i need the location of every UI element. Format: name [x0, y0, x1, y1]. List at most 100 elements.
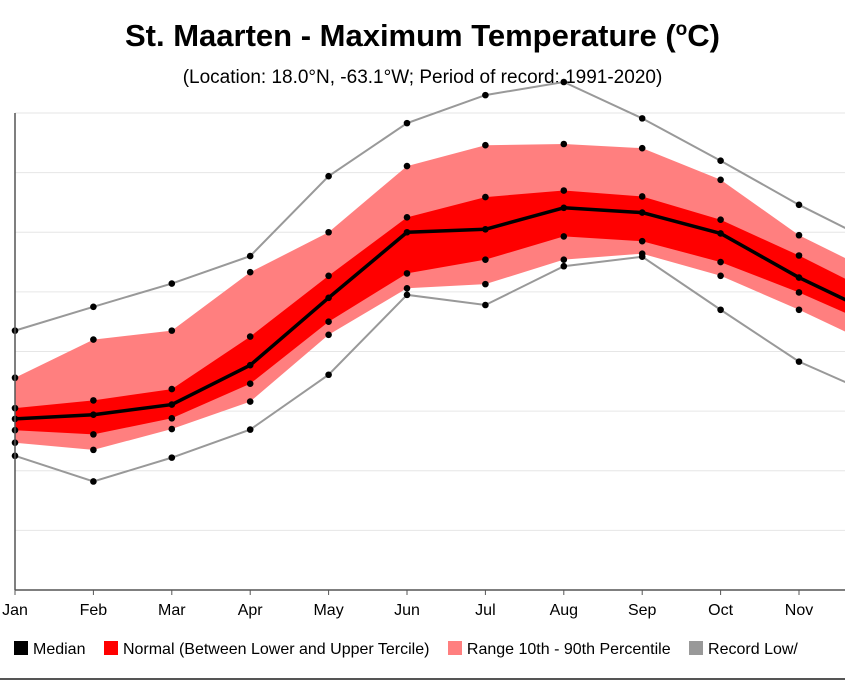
p90-point: [90, 336, 97, 343]
record-high-point: [90, 303, 97, 311]
lower-tercile-point: [168, 414, 176, 422]
x-tick-label: Feb: [80, 602, 108, 619]
upper-tercile-point: [638, 193, 646, 200]
p10-point: [482, 280, 489, 288]
x-tick-label: Jun: [394, 602, 420, 619]
p10-point: [246, 398, 254, 405]
median-point: [168, 401, 176, 408]
median-point: [403, 228, 411, 236]
median-point: [482, 225, 489, 233]
p90-point: [717, 176, 724, 184]
record-high-line: [14, 80, 845, 332]
median-point: [90, 411, 97, 419]
chart-svg: Jan Feb Mar Apr May Jun Jul Aug Sep Oct Nov: [2, 78, 845, 619]
legend-label-normal: Normal (Between Lower and Upper Tercile): [122, 641, 430, 658]
upper-tercile-point: [795, 252, 803, 259]
record-swatch: [689, 641, 704, 655]
p10-point: [403, 284, 411, 292]
median-swatch: [14, 641, 28, 655]
p10-point: [168, 425, 176, 433]
lower-tercile-point: [638, 237, 646, 245]
p90-point: [325, 228, 332, 236]
record-high-point: [482, 91, 489, 99]
record-low-point: [560, 262, 568, 270]
range-swatch: [447, 641, 462, 655]
x-tick-label: Apr: [238, 602, 264, 619]
upper-tercile-point: [403, 214, 411, 221]
record-low-line: [14, 255, 845, 483]
upper-tercile-point: [246, 333, 254, 340]
chart-subtitle: (Location: 18.0°N, -63.1°W; Period of re…: [182, 67, 663, 88]
p10-point: [795, 306, 803, 314]
x-tick-label: Nov: [785, 602, 813, 619]
p90-point: [246, 268, 254, 276]
p90-point: [638, 144, 646, 152]
normal-swatch: [103, 641, 118, 655]
record-high-point: [717, 157, 724, 164]
legend-label-record: Record Low/: [708, 641, 798, 658]
lower-tercile-point: [795, 289, 803, 296]
record-low-point: [482, 301, 489, 309]
x-tick-label: Sep: [628, 602, 657, 619]
bottom-divider: [0, 678, 845, 680]
p90-point: [795, 231, 803, 239]
upper-tercile-point: [168, 385, 176, 393]
record-low-point: [795, 358, 803, 365]
record-high-point: [403, 119, 411, 127]
x-tick-label: Mar: [158, 602, 186, 619]
p90-point: [560, 140, 568, 148]
upper-tercile-point: [560, 187, 568, 194]
upper-tercile-point: [717, 216, 724, 224]
lower-tercile-point: [246, 380, 254, 387]
x-tick-label: Aug: [550, 602, 578, 619]
record-high-point: [168, 280, 176, 287]
x-tick-label: Oct: [708, 602, 733, 619]
p10-point: [325, 331, 332, 339]
record-low-point: [246, 426, 254, 433]
legend-item-range: Range 10th - 90th Percentile: [447, 641, 671, 659]
record-low-point: [717, 306, 724, 314]
x-axis-ticks: Jan Feb Mar Apr May Jun Jul Aug Sep Oct Nov: [2, 590, 813, 619]
upper-tercile-point: [90, 397, 97, 404]
lower-tercile-point: [717, 258, 724, 266]
bands: [15, 144, 845, 450]
upper-tercile-point: [482, 193, 489, 201]
median-point: [325, 294, 332, 302]
lower-tercile-point: [560, 233, 568, 240]
p10-point: [717, 272, 724, 280]
tercile-normal-band: [15, 190, 845, 435]
p90-point: [482, 141, 489, 149]
median-point: [795, 274, 803, 281]
record-high-point: [325, 172, 332, 180]
lower-tercile-point: [403, 270, 411, 277]
median-line: [14, 206, 845, 421]
p10-point: [560, 256, 568, 263]
x-tick-label: May: [313, 602, 343, 619]
lower-tercile-point: [90, 431, 97, 438]
legend-item-median: Median: [14, 641, 85, 659]
record-high-point: [246, 252, 254, 260]
series-lines: [14, 80, 845, 483]
lower-tercile-point: [325, 318, 332, 325]
chart-title: St. Maarten - Maximum Temperature (oC): [125, 18, 720, 53]
legend-label-median: Median: [33, 641, 86, 658]
record-high-point: [560, 78, 568, 86]
upper-tercile-point: [325, 272, 332, 280]
p10-point: [638, 250, 646, 258]
lower-tercile-point: [482, 256, 489, 263]
legend-item-record: Record Low/: [689, 641, 798, 659]
legend: Median Normal (Between Lower and Upper T…: [14, 641, 812, 659]
record-low-point: [168, 454, 176, 461]
data-points: [11, 78, 803, 485]
p10-point: [90, 446, 97, 454]
legend-label-range: Range 10th - 90th Percentile: [466, 641, 671, 658]
p90-point: [403, 162, 411, 170]
x-tick-label: Jul: [475, 602, 495, 619]
legend-item-normal: Normal (Between Lower and Upper Tercile): [103, 641, 430, 659]
record-high-point: [638, 115, 646, 122]
median-point: [246, 361, 254, 369]
median-point: [717, 230, 724, 237]
median-point: [638, 209, 646, 216]
record-low-point: [90, 478, 97, 485]
record-low-point: [325, 371, 332, 379]
